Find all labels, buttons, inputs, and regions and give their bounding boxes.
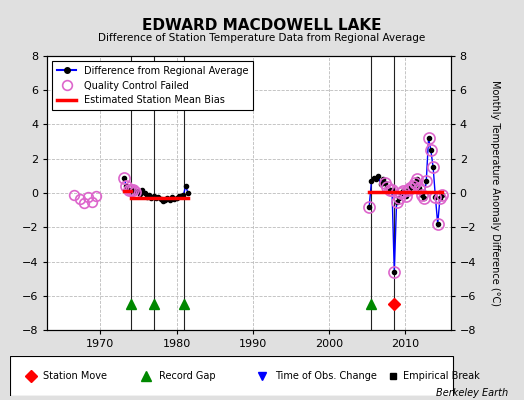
Text: Station Move: Station Move [43,371,107,381]
Text: Time of Obs. Change: Time of Obs. Change [275,371,376,381]
Legend: Difference from Regional Average, Quality Control Failed, Estimated Station Mean: Difference from Regional Average, Qualit… [52,61,254,110]
Text: Record Gap: Record Gap [159,371,215,381]
Text: Difference of Station Temperature Data from Regional Average: Difference of Station Temperature Data f… [99,33,425,43]
Text: Berkeley Earth: Berkeley Earth [436,388,508,398]
FancyBboxPatch shape [10,356,453,396]
Text: EDWARD MACDOWELL LAKE: EDWARD MACDOWELL LAKE [142,18,382,33]
Y-axis label: Monthly Temperature Anomaly Difference (°C): Monthly Temperature Anomaly Difference (… [490,80,500,306]
Text: Empirical Break: Empirical Break [403,371,479,381]
